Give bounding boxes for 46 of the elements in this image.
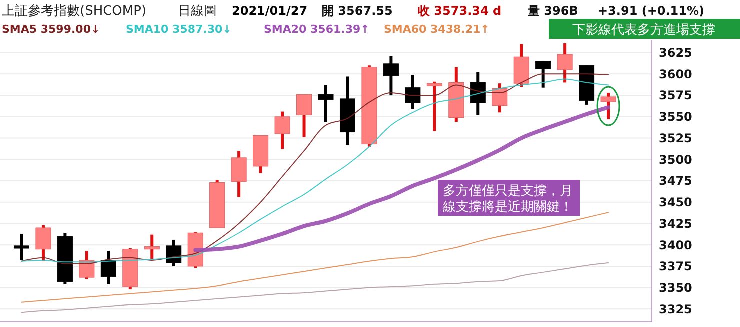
- candlestick: [600, 92, 616, 120]
- text: 量 396B: [527, 4, 578, 18]
- chart-subtitle: 日線圖: [178, 4, 217, 19]
- candlestick: [557, 43, 573, 83]
- y-tick-label: 3600: [659, 67, 692, 82]
- candlestick: [296, 94, 312, 138]
- chart-title: 上証參考指數(SHCOMP): [2, 4, 147, 19]
- candlestick: [231, 151, 247, 198]
- candlestick: [36, 225, 52, 262]
- text: SMA10 3587.30↓: [126, 23, 232, 36]
- candlestick: [318, 85, 334, 122]
- candlestick: [100, 251, 116, 284]
- y-tick-label: 3325: [659, 302, 692, 316]
- y-tick-label: 3475: [659, 174, 692, 188]
- y-tick-label: 3400: [659, 238, 692, 252]
- text: 收 3573.34 d: [418, 4, 502, 18]
- y-tick-label: 3625: [659, 46, 692, 60]
- candlestick: [166, 240, 182, 266]
- y-tick-label: 3525: [659, 131, 692, 146]
- candlestick: [536, 61, 552, 88]
- text: SMA5 3599.00↓: [2, 23, 100, 36]
- y-tick-label: 3425: [659, 216, 692, 231]
- y-tick-label: 3350: [659, 281, 692, 296]
- line-series: [21, 262, 610, 314]
- text: +3.91 (+0.11%): [598, 4, 704, 18]
- line-series: [21, 212, 610, 303]
- candlestick: [144, 234, 160, 260]
- y-tick-label: 3550: [659, 110, 692, 124]
- candlestick: [14, 234, 30, 260]
- candlestick: [79, 251, 95, 280]
- y-tick-label: 3575: [659, 88, 692, 103]
- text: 開 3567.55: [322, 4, 393, 18]
- text: SMA20 3561.39↑: [264, 23, 370, 36]
- y-tick-label: 3375: [659, 260, 692, 274]
- y-tick-label: 3500: [659, 152, 692, 167]
- candlestick: [405, 75, 421, 110]
- annotation: 多方僅僅只是支撐，月線支撐將是近期關鍵！: [442, 183, 573, 215]
- candlestick: [383, 56, 399, 96]
- text: 下影線代表多方進場支撐: [572, 22, 716, 38]
- text: 2021/01/27: [232, 4, 308, 18]
- candlestick: [470, 72, 486, 116]
- candlestick: [274, 112, 290, 150]
- text: SMA60 3438.21↑: [384, 23, 490, 36]
- candlestick: [492, 84, 508, 113]
- candlestick: [426, 82, 442, 132]
- y-tick-label: 3450: [659, 196, 692, 210]
